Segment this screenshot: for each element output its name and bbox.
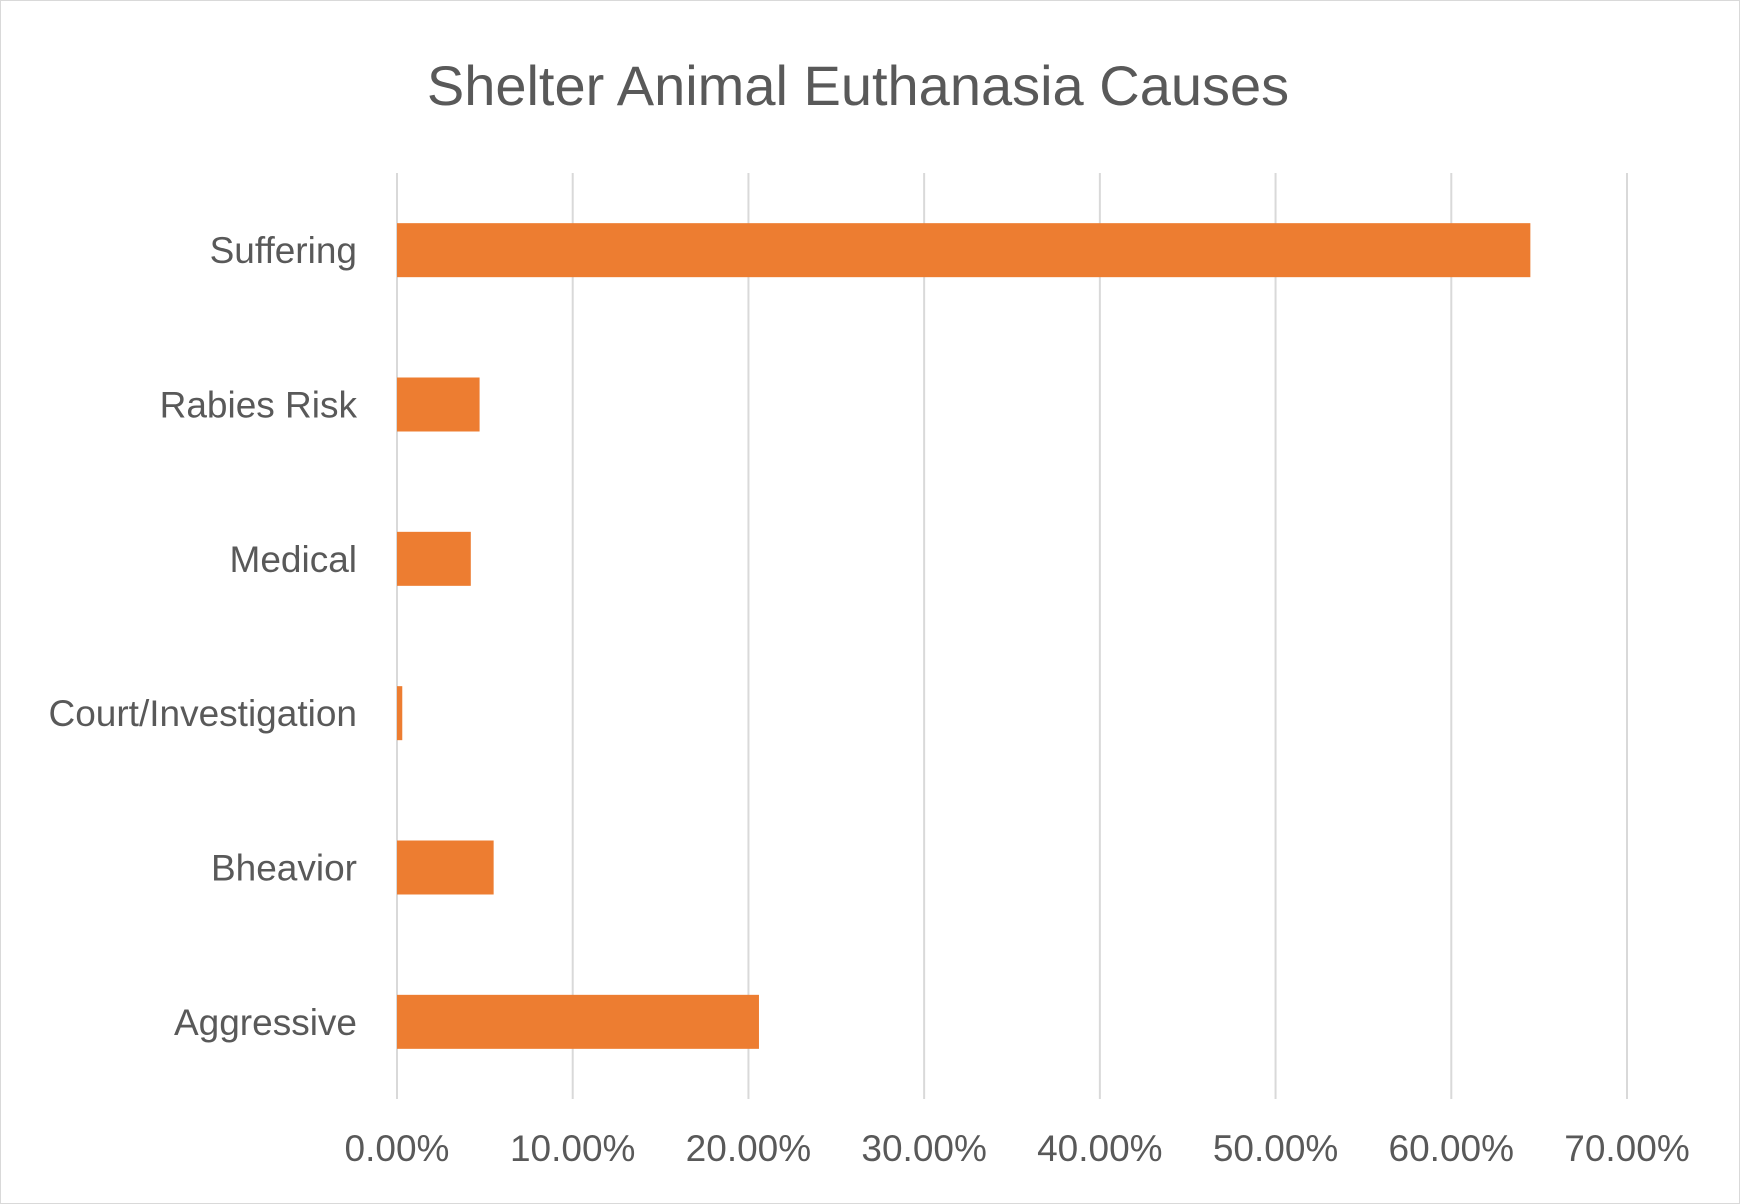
bar xyxy=(397,994,759,1049)
bar xyxy=(397,377,480,432)
chart-title: Shelter Animal Euthanasia Causes xyxy=(426,54,1290,117)
category-label: Suffering xyxy=(210,230,357,271)
x-tick-label: 70.00% xyxy=(1564,1128,1690,1169)
gridlines xyxy=(396,173,1628,1099)
bar xyxy=(397,223,1531,278)
x-tick-label: 30.00% xyxy=(861,1128,987,1169)
x-tick-label: 10.00% xyxy=(510,1128,636,1169)
x-tick-label: 50.00% xyxy=(1213,1128,1339,1169)
category-label: Rabies Risk xyxy=(160,385,358,426)
x-tick-labels: 0.00% 10.00% 20.00% 30.00% 40.00% 50.00% 60.00… xyxy=(345,1128,1690,1169)
x-tick-label: 60.00% xyxy=(1389,1128,1515,1169)
category-label: Bheavior xyxy=(211,848,357,889)
category-labels: Suffering Rabies Risk Medical Court/Investi… xyxy=(48,230,357,1043)
category-label: Aggressive xyxy=(174,1002,357,1043)
category-label: Medical xyxy=(230,539,358,580)
x-tick-label: 0.00% xyxy=(345,1128,450,1169)
x-tick-label: 20.00% xyxy=(686,1128,812,1169)
bars xyxy=(397,223,1531,1049)
bar xyxy=(397,686,403,741)
category-label: Court/Investigation xyxy=(48,693,357,734)
x-tick-label: 40.00% xyxy=(1037,1128,1163,1169)
bar xyxy=(397,840,494,895)
bar xyxy=(397,531,471,586)
